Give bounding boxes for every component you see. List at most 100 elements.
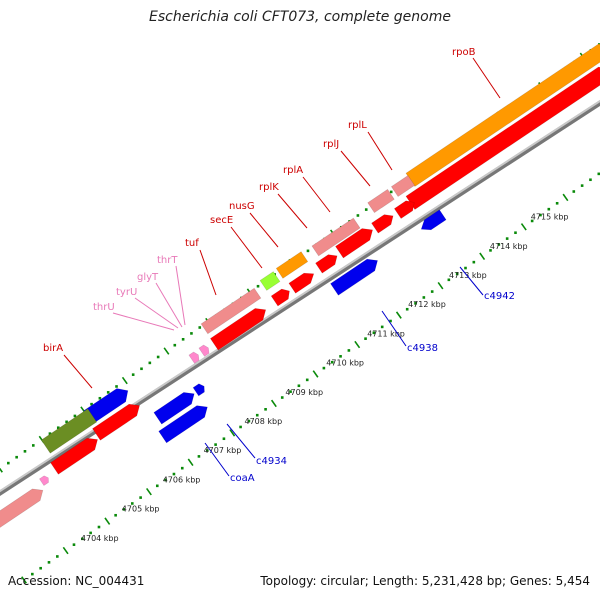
bottom-track-dot [47, 561, 51, 564]
tyrU-trna[interactable] [39, 475, 49, 486]
bottom-track-dot [280, 396, 284, 399]
c4942-label[interactable]: c4942 [484, 291, 515, 302]
thrT-trna[interactable] [188, 351, 200, 364]
rpoB-label[interactable]: rpoB [452, 47, 476, 58]
tick-label-4712: 4712 kbp [408, 300, 446, 309]
red-gene-3[interactable] [335, 228, 373, 259]
tuf-gene[interactable] [200, 287, 262, 335]
tick-label-4715: 4715 kbp [531, 213, 569, 222]
thrT-label[interactable]: thrT [157, 255, 178, 266]
bottom-track-major-tick [21, 576, 27, 584]
bottom-track-dot [197, 455, 201, 458]
bottom-track-dot [414, 302, 417, 305]
bottom-track-dot [380, 325, 384, 329]
top-track-dot [356, 214, 360, 217]
bottom-track-major-tick [229, 429, 236, 437]
bottom-tick-track: 4704 kbp 4705 kbp 4706 kbp 4707 kbp 4708 kbp… [21, 172, 600, 584]
bottom-track-dot [455, 272, 459, 276]
red-gene-4[interactable] [315, 254, 338, 274]
birA-leader [63, 354, 93, 389]
c4942-gene[interactable] [420, 209, 447, 231]
nusG-label[interactable]: nusG [229, 201, 255, 212]
bottom-track-dot [305, 378, 309, 382]
bottom-track-dot [39, 566, 42, 570]
bottom-track-major-tick [479, 252, 486, 260]
tuf-leader [199, 249, 217, 296]
top-track-dot [148, 361, 152, 365]
page-title: Escherichia coli CFT073, complete genome [149, 9, 451, 25]
tick-label-4710: 4710 kbp [326, 359, 364, 368]
top-track-dot [173, 343, 177, 347]
bottom-track-dot [547, 207, 551, 211]
c4942-leader [459, 266, 484, 296]
top-track-dot [190, 332, 193, 335]
rplJ-label[interactable]: rplJ [323, 139, 339, 150]
top-track-dot [15, 455, 18, 459]
coaA-leader [204, 442, 230, 477]
top-track-dot [364, 208, 368, 211]
bottom-track-dot [172, 472, 176, 476]
red-gene-6[interactable] [270, 288, 290, 307]
secE-label[interactable]: secE [210, 215, 233, 226]
c4938-leader [381, 310, 407, 347]
tyrU-label[interactable]: tyrU [116, 287, 137, 298]
birA-label[interactable]: birA [43, 343, 63, 354]
tick-label-4705: 4705 kbp [122, 505, 160, 514]
red-gene-8[interactable] [92, 403, 140, 441]
c4934-small-gene[interactable] [192, 383, 205, 397]
c4934-label[interactable]: c4934 [256, 456, 287, 467]
top-track-major-tick [0, 467, 3, 473]
tick-label-4708: 4708 kbp [245, 417, 283, 426]
top-track-dot [23, 450, 27, 453]
top-track-dot [106, 391, 110, 394]
tick-label-4706: 4706 kbp [163, 475, 201, 484]
bottom-track-dot [155, 484, 159, 488]
top-track-dot [31, 444, 35, 447]
top-track-dot [98, 396, 102, 400]
glyT-trna[interactable] [198, 344, 210, 357]
genome-backbone [0, 99, 600, 497]
c4938-label[interactable]: c4938 [407, 343, 438, 354]
bottom-track-dot [72, 543, 76, 546]
nusG-gene[interactable] [259, 271, 281, 291]
bottom-track-dot [255, 413, 259, 417]
glyT-label[interactable]: glyT [137, 272, 159, 283]
rplA-gene[interactable] [311, 217, 361, 257]
bottom-track-dot [164, 478, 167, 482]
rplJ-gene[interactable] [367, 188, 395, 214]
red-gene-5[interactable] [288, 272, 315, 294]
red-gene-7[interactable] [209, 308, 267, 351]
rplK-gene[interactable] [275, 251, 309, 279]
rplL-gene[interactable] [390, 175, 416, 197]
red-gene-2[interactable] [371, 214, 394, 234]
pink-left-gene[interactable] [0, 488, 44, 530]
thrU-label[interactable]: thrU [93, 302, 115, 313]
bottom-track-dot [422, 296, 426, 299]
coaA-gene[interactable] [158, 405, 208, 444]
red-gene-1[interactable] [393, 200, 415, 219]
c4934-gene[interactable] [153, 392, 195, 425]
rplL-label[interactable]: rplL [348, 120, 367, 131]
gene-features[interactable] [0, 43, 600, 530]
red-long-gene[interactable] [405, 66, 600, 210]
bottom-track-dot [214, 443, 217, 446]
rplA-label[interactable]: rplA [283, 165, 303, 176]
top-track-major-tick [163, 347, 170, 355]
top-track-dot [48, 432, 52, 435]
c4938-gene[interactable] [330, 258, 378, 296]
bottom-track-dot [56, 555, 59, 558]
top-track-dot [198, 326, 202, 329]
rplK-label[interactable]: rplK [259, 182, 279, 193]
bottom-track-dot [339, 355, 342, 358]
bottom-track-major-tick [562, 193, 569, 202]
olive-gene[interactable] [40, 408, 98, 454]
top-track-dot [65, 420, 68, 424]
bottom-track-major-tick [437, 281, 444, 290]
nusG-leader [249, 212, 279, 248]
coaA-label[interactable]: coaA [230, 473, 255, 484]
tuf-label[interactable]: tuf [185, 238, 199, 249]
red-gene-9[interactable] [50, 437, 98, 475]
bottom-track-dot [530, 219, 534, 223]
tick-label-4704: 4704 kbp [81, 534, 119, 543]
